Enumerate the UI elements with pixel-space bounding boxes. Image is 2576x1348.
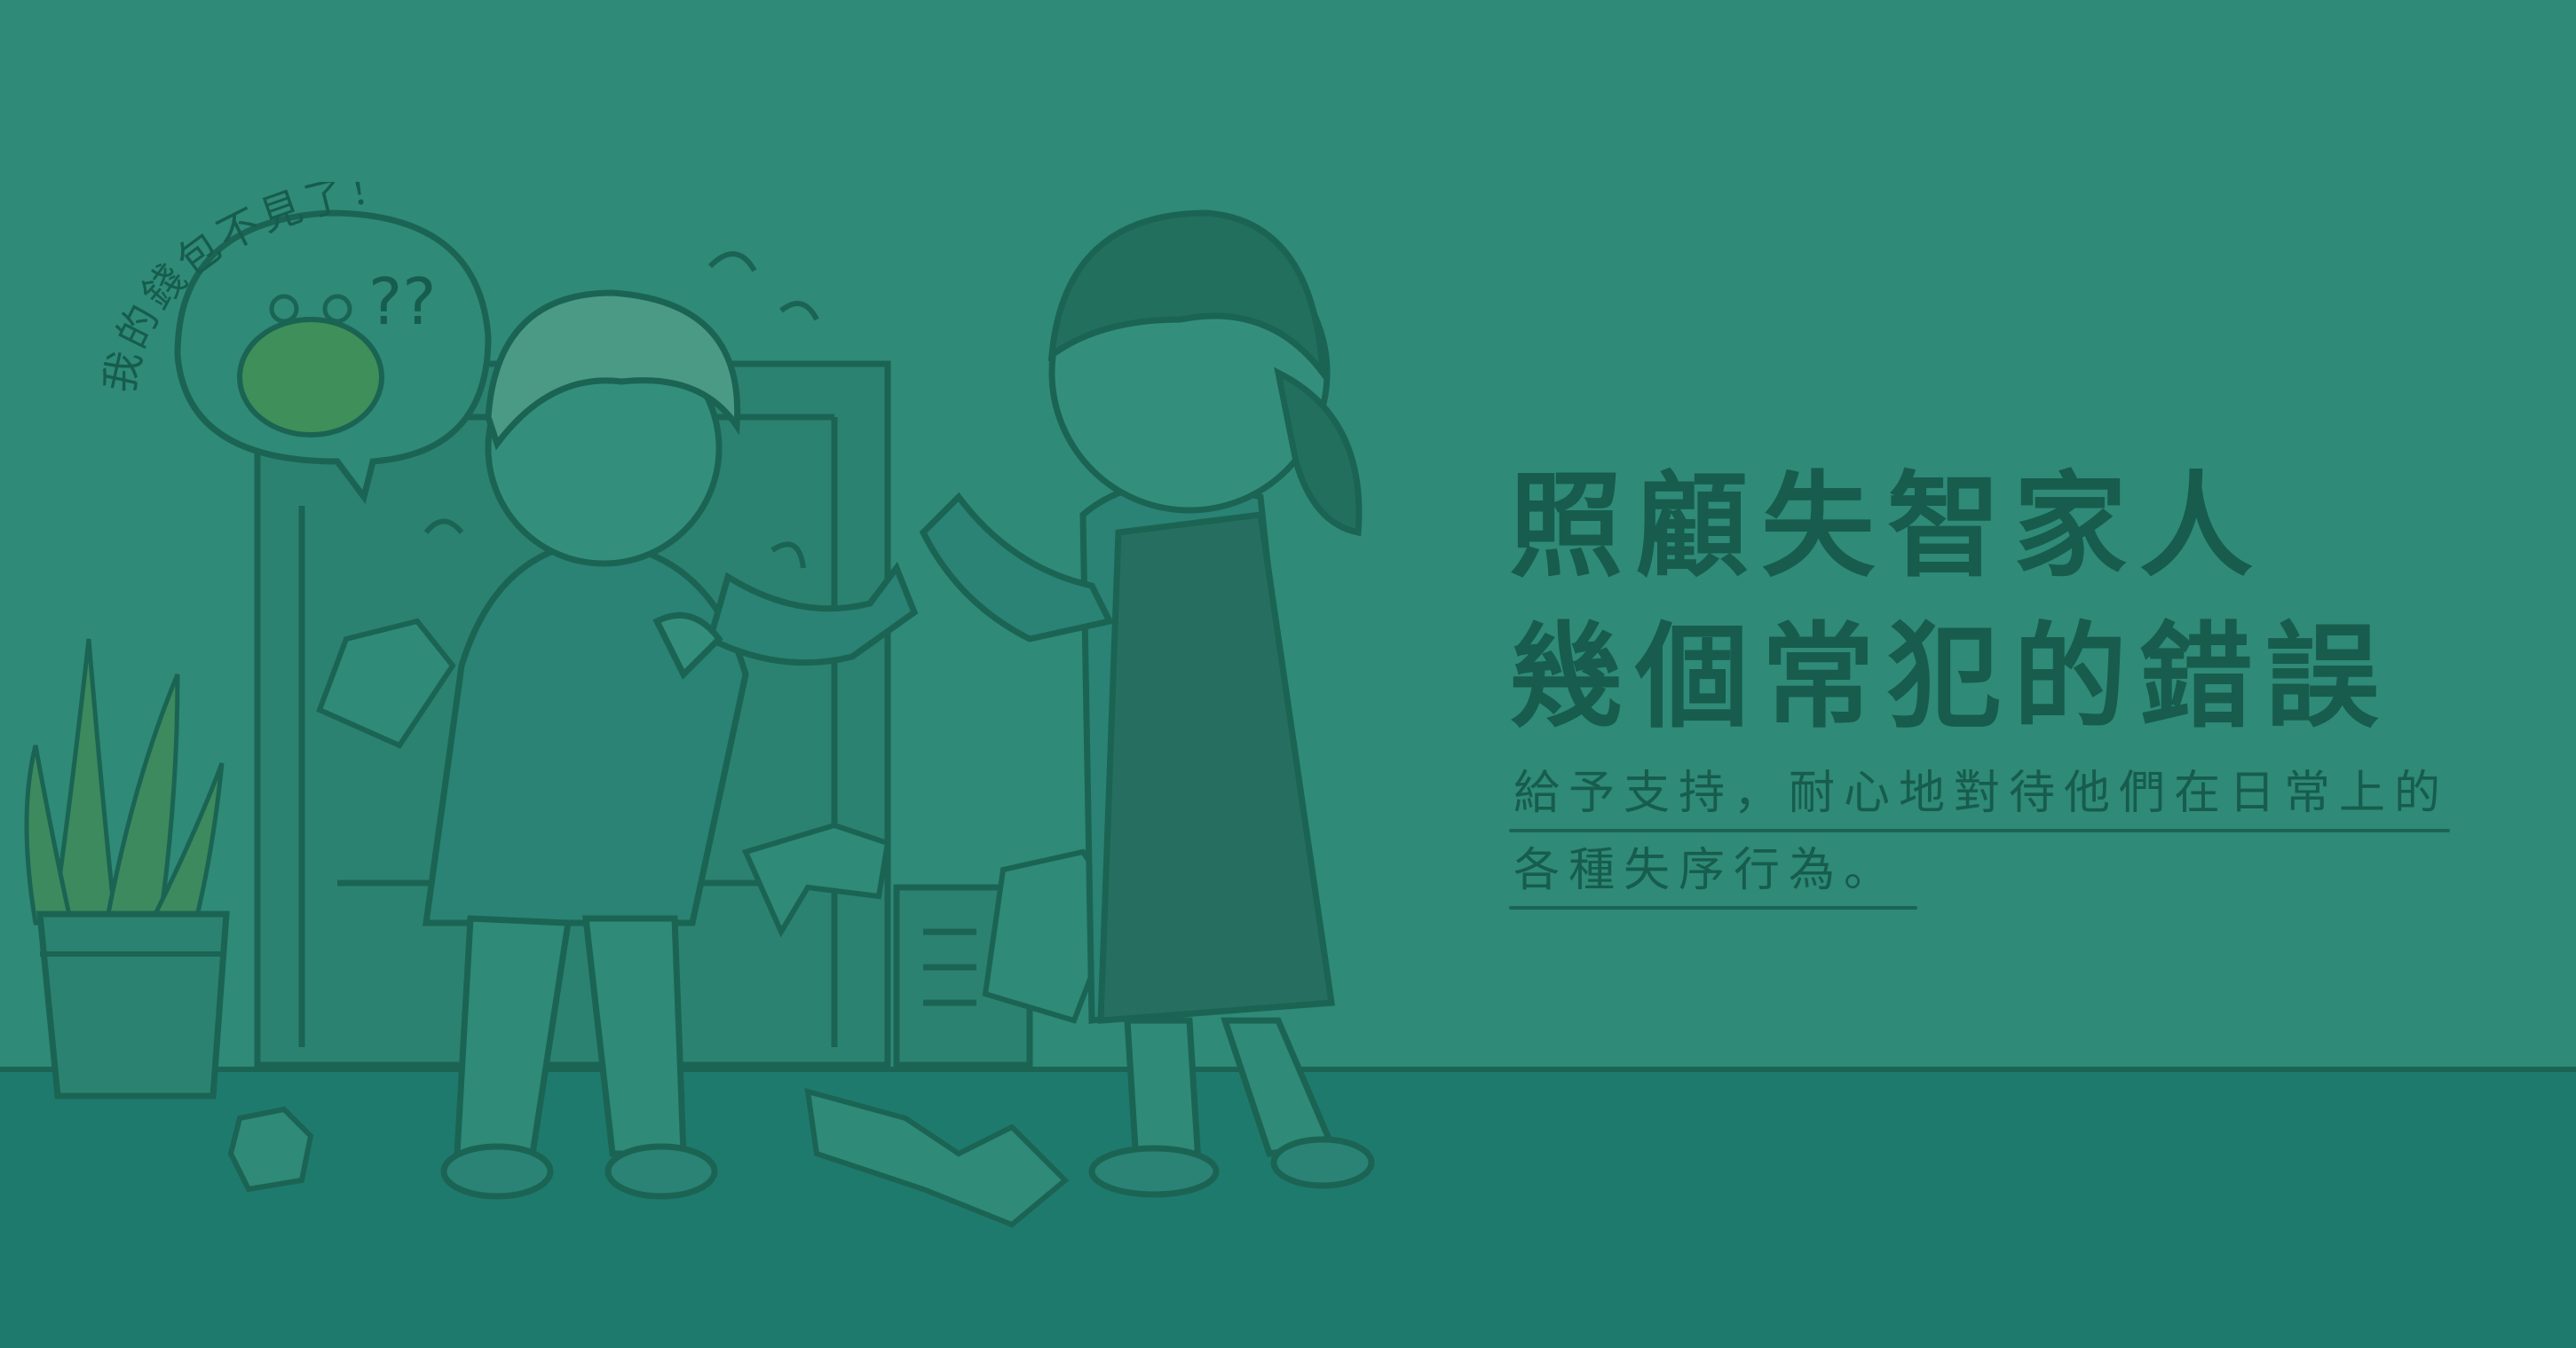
purse-icon (237, 294, 384, 438)
subtitle-line-1: 給予支持，耐心地對待他們在日常上的 (1513, 767, 2450, 820)
caregiver (919, 209, 1375, 1198)
svg-text:我的錢包不見了！: 我的錢包不見了！ (98, 182, 397, 397)
bubble-exclamation: 我的錢包不見了！ (98, 182, 393, 397)
thought-marks: ?? (368, 264, 436, 339)
page-title-line-2: 幾個常犯的錯誤 (1509, 611, 2392, 744)
motion-marks (423, 251, 819, 569)
elderly-woman (422, 289, 919, 1200)
subtitle-underline-2 (1509, 906, 1917, 910)
subtitle-line-2: 各種失序行為。 (1513, 844, 1900, 897)
subtitle-underline-1 (1509, 829, 2450, 832)
potted-plant-icon (24, 638, 230, 1100)
page-title-line-1: 照顧失智家人 (1509, 461, 2266, 593)
paper-scraps (227, 618, 1122, 1228)
speech-bubble-text: 我的錢包不見了！ ?? (98, 182, 436, 397)
speech-bubble (174, 209, 492, 504)
